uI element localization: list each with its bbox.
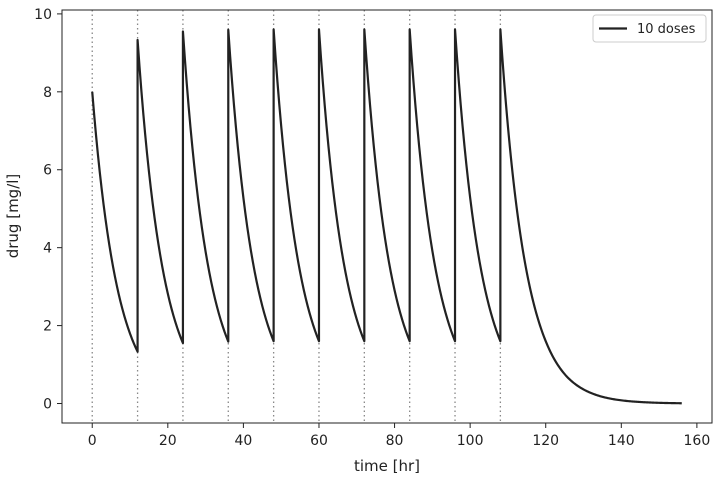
y-tick-label: 0 — [43, 397, 52, 413]
x-tick-label: 140 — [608, 433, 635, 449]
legend-series-label: 10 doses — [637, 22, 696, 37]
x-tick-label: 0 — [88, 433, 97, 449]
y-tick-label: 4 — [43, 241, 52, 257]
x-tick-label: 80 — [386, 433, 404, 449]
x-tick-label: 160 — [684, 433, 711, 449]
series-layer — [91, 28, 682, 405]
series-line — [91, 28, 682, 405]
y-axis: 0 2 4 6 8 10 — [34, 7, 62, 413]
legend: 10 doses — [592, 14, 707, 43]
legend-box — [592, 14, 707, 43]
x-axis: 0 20 40 60 80 100 120 140 160 — [88, 423, 710, 449]
plot-frame — [61, 9, 713, 424]
y-tick-label: 10 — [34, 7, 52, 23]
x-axis-title: time [hr] — [354, 457, 420, 475]
y-tick-label: 8 — [43, 85, 52, 101]
x-tick-label: 120 — [532, 433, 559, 449]
x-tick-label: 20 — [159, 433, 177, 449]
y-axis-title: drug [mg/l] — [4, 174, 22, 259]
y-tick-label: 6 — [43, 163, 52, 179]
x-tick-label: 60 — [310, 433, 328, 449]
x-tick-label: 40 — [234, 433, 252, 449]
y-tick-label: 2 — [43, 319, 52, 335]
x-tick-label: 100 — [457, 433, 484, 449]
